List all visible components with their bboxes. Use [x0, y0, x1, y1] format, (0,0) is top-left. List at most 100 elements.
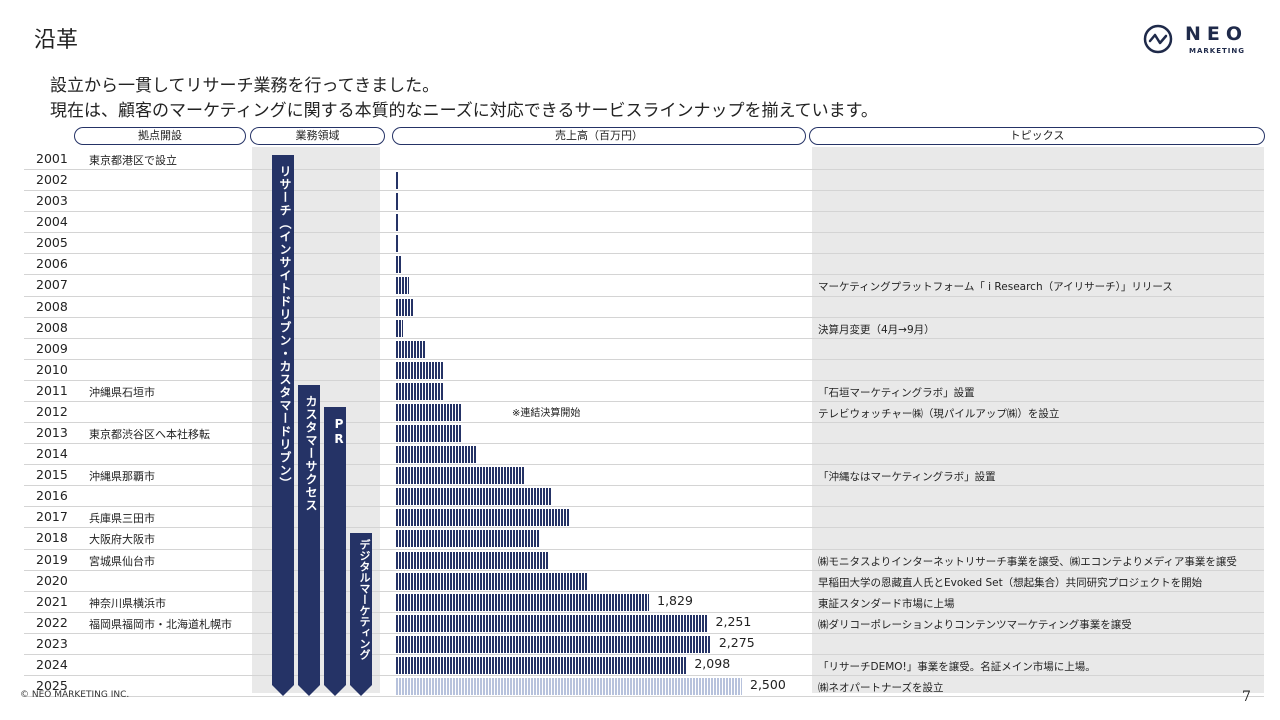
topic-label: 「石垣マーケティングラボ」設置 — [818, 386, 975, 399]
sales-bar — [396, 172, 398, 190]
row-divider — [24, 569, 1264, 571]
location-label: 東京都渋谷区へ本社移転 — [89, 428, 210, 442]
year-label: 2003 — [36, 193, 68, 209]
topics-panel — [812, 147, 1264, 693]
sales-bar — [396, 298, 413, 316]
sales-bar — [396, 509, 569, 527]
row-divider — [24, 422, 1264, 424]
location-label: 沖縄県那覇市 — [89, 470, 155, 484]
sales-bar — [396, 467, 525, 485]
page-title: 沿革 — [34, 28, 79, 53]
page-number: 7 — [1242, 689, 1251, 705]
logo-name: NEO — [1185, 23, 1249, 45]
year-label: 2007 — [36, 277, 68, 293]
sales-bar — [396, 425, 462, 443]
sales-bar — [396, 193, 398, 211]
year-label: 2012 — [36, 403, 68, 419]
year-label: 2020 — [36, 572, 68, 588]
topic-label: 「リサーチDEMO!」事業を譲受。名証メイン市場に上場。 — [818, 660, 1096, 673]
header-topics: トピックス — [809, 127, 1265, 145]
year-label: 2014 — [36, 446, 68, 462]
location-label: 大阪府大阪市 — [89, 533, 155, 547]
year-label: 2022 — [36, 614, 68, 630]
year-label: 2009 — [36, 340, 68, 356]
year-label: 2005 — [36, 235, 68, 251]
row-divider — [24, 590, 1264, 592]
year-label: 2019 — [36, 551, 68, 567]
business-area-pr: PR — [324, 407, 346, 685]
copyright: © NEO MARKETING INC. — [20, 690, 130, 700]
year-label: 2006 — [36, 256, 68, 272]
row-divider — [24, 696, 1264, 698]
row-divider — [24, 443, 1264, 445]
topic-label: 早稲田大学の恩藏直人氏とEvoked Set（想起集合）共同研究プロジェクトを開… — [818, 576, 1203, 589]
sales-bar — [396, 530, 540, 548]
row-divider — [24, 337, 1264, 339]
sales-bar — [396, 551, 549, 569]
row-divider — [24, 253, 1264, 255]
consolidation-note: ※連結決算開始 — [512, 408, 581, 419]
row-divider — [24, 464, 1264, 466]
year-label: 2011 — [36, 382, 68, 398]
topic-label: ㈱ネオパートナーズを設立 — [818, 682, 944, 694]
topic-label: ㈱モニタスよりインターネットリサーチ事業を譲受、㈱エコンテよりメディア事業を譲受 — [818, 555, 1237, 568]
sales-value-label: 2,275 — [718, 634, 755, 650]
business-area-research: リサーチ（インサイトドリブン・カスタマードリブン） — [272, 155, 294, 685]
row-divider — [24, 211, 1264, 213]
company-logo: NEO MARKETING — [1143, 22, 1263, 58]
year-label: 2021 — [36, 593, 68, 609]
logo-subname: MARKETING — [1189, 47, 1245, 55]
sales-bar — [396, 361, 444, 379]
row-divider — [24, 232, 1264, 234]
sales-bar — [396, 235, 399, 253]
topic-label: 決算月変更（4月→9月） — [818, 323, 935, 336]
sales-bar — [396, 214, 399, 232]
lead-text-1: 設立から一貫してリサーチ業務を行ってきました。 — [50, 76, 440, 96]
row-divider — [24, 379, 1264, 381]
gap — [381, 147, 393, 693]
year-label: 2008 — [36, 319, 68, 335]
sales-value-label: 2,500 — [750, 677, 786, 692]
lead-text-2: 現在は、顧客のマーケティングに関する本質的なニーズに対応できるサービスラインナッ… — [50, 101, 878, 121]
location-label: 沖縄県石垣市 — [89, 385, 155, 399]
sales-bar — [396, 488, 551, 506]
location-label: 福岡県福岡市・北海道札幌市 — [89, 617, 232, 631]
sales-bar — [396, 614, 708, 632]
sales-bar — [396, 635, 711, 653]
arrow-down-icon — [298, 685, 320, 696]
location-label: 兵庫県三田市 — [89, 512, 155, 526]
row-divider — [24, 506, 1264, 508]
logo-mark-icon — [1143, 24, 1173, 54]
sales-value-label: 1,829 — [657, 592, 693, 608]
topic-label: 東証スタンダード市場に上場 — [818, 597, 955, 610]
sales-bar — [396, 256, 402, 274]
location-label: 宮城県仙台市 — [89, 554, 155, 568]
arrow-down-icon — [272, 685, 294, 696]
year-label: 2025 — [36, 678, 68, 693]
location-label: 神奈川県横浜市 — [89, 596, 166, 610]
arrow-down-icon — [324, 685, 346, 696]
year-label: 2010 — [36, 361, 68, 377]
row-divider — [24, 527, 1264, 529]
sales-bar — [396, 593, 650, 611]
topic-label: テレビウォッチャー㈱（現パイルアップ㈱）を設立 — [818, 407, 1060, 420]
year-label: 2023 — [36, 635, 68, 651]
topic-label: ㈱ダリコーポレーションよりコンテンツマーケティング事業を譲受 — [818, 618, 1132, 631]
row-divider — [24, 675, 1264, 676]
row-divider — [24, 400, 1264, 402]
sales-bar — [396, 446, 476, 464]
sales-bar — [396, 572, 587, 590]
row-divider — [24, 485, 1264, 487]
sales-bar — [396, 678, 742, 695]
year-label: 2008 — [36, 298, 68, 314]
sales-bar — [396, 277, 410, 295]
row-divider — [24, 274, 1264, 276]
header-locations: 拠点開設 — [74, 127, 246, 145]
header-business: 業務領域 — [250, 127, 385, 145]
header-sales: 売上高（百万円） — [392, 127, 806, 145]
sales-bar — [396, 319, 403, 337]
row-divider — [24, 611, 1264, 613]
row-divider — [24, 548, 1264, 550]
arrow-down-icon — [350, 685, 372, 696]
sales-value-label: 2,251 — [715, 613, 752, 629]
